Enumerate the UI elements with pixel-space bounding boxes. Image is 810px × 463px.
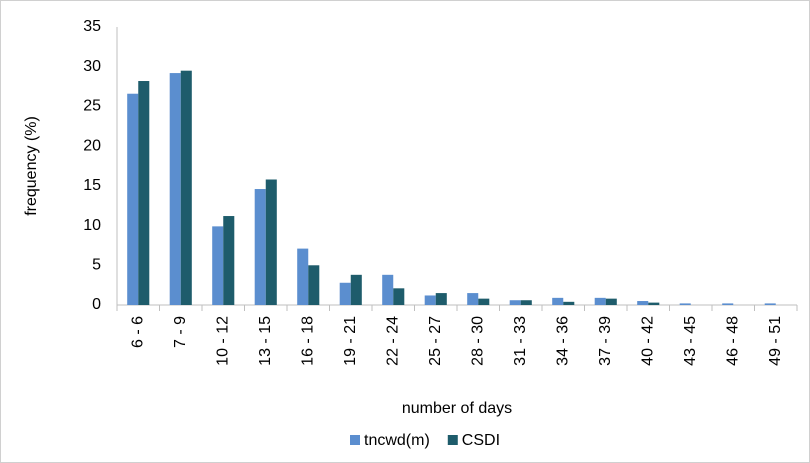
y-tick-label: 30 (83, 58, 101, 75)
x-tick-label: 46 - 48 (724, 316, 741, 366)
bar (297, 248, 309, 305)
bar (254, 189, 266, 305)
x-tick-label: 6 - 6 (129, 316, 146, 348)
bar (350, 274, 362, 305)
bar (127, 93, 139, 305)
y-tick-label: 15 (83, 177, 101, 194)
legend-swatch (447, 435, 458, 445)
x-tick-label: 13 - 15 (257, 316, 274, 366)
x-tick-label: 19 - 21 (342, 316, 359, 366)
x-axis-title: number of days (402, 400, 512, 417)
bar (424, 295, 436, 305)
bar (265, 179, 277, 305)
bar (212, 226, 224, 305)
y-tick-label: 20 (83, 137, 101, 154)
bar (223, 216, 235, 305)
bar (138, 81, 150, 305)
bar (648, 302, 660, 305)
legend-swatch (350, 435, 360, 445)
bar (722, 303, 734, 305)
x-tick-label: 34 - 36 (554, 316, 571, 366)
bar (563, 301, 575, 305)
bar (467, 293, 479, 305)
bar (169, 73, 181, 305)
bar (509, 300, 521, 305)
bar (594, 297, 606, 305)
x-tick-label: 22 - 24 (384, 316, 401, 366)
y-axis-title: frequency (%) (23, 116, 40, 216)
bar (339, 282, 351, 305)
bar (393, 288, 405, 305)
bar (637, 301, 649, 305)
x-tick-label: 16 - 18 (299, 316, 316, 366)
x-tick-label: 37 - 39 (597, 316, 614, 366)
bar (478, 298, 490, 305)
bar (308, 265, 320, 305)
legend-label: tncwd(m) (364, 432, 430, 449)
bar (605, 298, 617, 305)
x-tick-label: 25 - 27 (427, 316, 444, 366)
bar (552, 297, 564, 305)
x-tick-label: 40 - 42 (639, 316, 656, 366)
y-tick-label: 10 (83, 217, 101, 234)
y-tick-label: 25 (83, 98, 101, 115)
x-tick-label: 28 - 30 (469, 316, 486, 366)
y-tick-label: 35 (83, 18, 101, 35)
x-tick-label: 43 - 45 (682, 316, 699, 366)
bar (435, 293, 447, 305)
bar (679, 303, 691, 305)
x-tick-label: 49 - 51 (767, 316, 784, 366)
legend-label: CSDI (462, 432, 500, 449)
bar (764, 303, 776, 305)
bar (180, 70, 192, 305)
bar (520, 300, 532, 305)
x-tick-label: 31 - 33 (512, 316, 529, 366)
x-tick-label: 10 - 12 (214, 316, 231, 366)
x-tick-label: 7 - 9 (172, 316, 189, 348)
y-tick-label: 5 (92, 257, 101, 274)
y-tick-label: 0 (92, 296, 101, 313)
bar (382, 274, 394, 305)
